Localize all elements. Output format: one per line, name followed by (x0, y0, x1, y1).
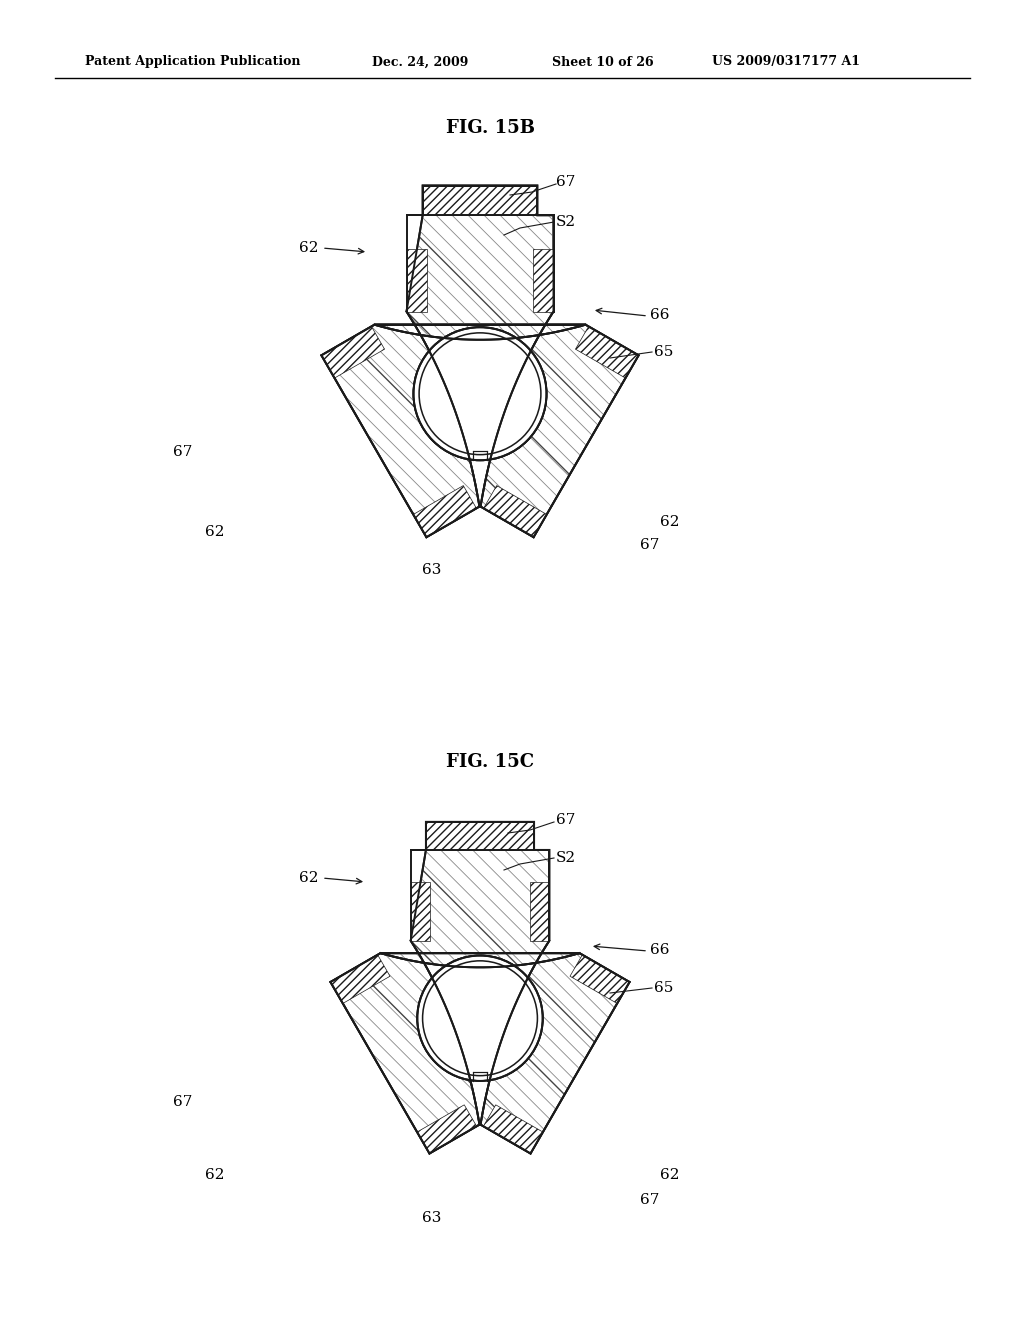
Text: 66: 66 (650, 308, 670, 322)
Text: Patent Application Publication: Patent Application Publication (85, 55, 300, 69)
Polygon shape (414, 486, 476, 537)
Text: 62: 62 (205, 1168, 224, 1181)
Polygon shape (423, 186, 538, 215)
Text: 63: 63 (422, 564, 441, 577)
Text: S2: S2 (556, 851, 577, 865)
Polygon shape (322, 186, 639, 537)
Polygon shape (575, 326, 639, 378)
Text: 65: 65 (654, 345, 674, 359)
Text: 62: 62 (205, 525, 224, 539)
Text: 62: 62 (299, 871, 318, 884)
Text: 67: 67 (640, 539, 659, 552)
Polygon shape (417, 1105, 476, 1154)
Circle shape (418, 956, 543, 1081)
Text: 63: 63 (422, 1210, 441, 1225)
Polygon shape (473, 451, 487, 461)
Polygon shape (570, 954, 630, 1003)
Text: 66: 66 (650, 942, 670, 957)
Polygon shape (322, 326, 385, 378)
Text: 67: 67 (173, 1096, 193, 1109)
Text: 67: 67 (640, 1193, 659, 1206)
Text: 67: 67 (556, 176, 575, 189)
Text: 62: 62 (660, 515, 680, 529)
Text: US 2009/0317177 A1: US 2009/0317177 A1 (712, 55, 860, 69)
Text: 67: 67 (173, 445, 193, 459)
Text: 67: 67 (556, 813, 575, 828)
Polygon shape (407, 249, 427, 312)
Text: S2: S2 (556, 215, 577, 228)
Polygon shape (426, 822, 535, 850)
Polygon shape (483, 486, 547, 537)
Circle shape (414, 327, 547, 461)
Polygon shape (331, 822, 630, 1154)
Polygon shape (532, 249, 554, 312)
Text: Sheet 10 of 26: Sheet 10 of 26 (552, 55, 653, 69)
Text: FIG. 15C: FIG. 15C (445, 752, 535, 771)
Polygon shape (331, 954, 390, 1003)
Text: 62: 62 (660, 1168, 680, 1181)
Polygon shape (529, 882, 549, 941)
Text: FIG. 15B: FIG. 15B (445, 119, 535, 137)
Circle shape (418, 956, 543, 1081)
Polygon shape (411, 882, 430, 941)
Polygon shape (473, 1072, 486, 1081)
Text: 65: 65 (654, 981, 674, 995)
Circle shape (414, 327, 547, 461)
Polygon shape (483, 1105, 543, 1154)
Text: Dec. 24, 2009: Dec. 24, 2009 (372, 55, 468, 69)
Text: 62: 62 (299, 242, 318, 255)
